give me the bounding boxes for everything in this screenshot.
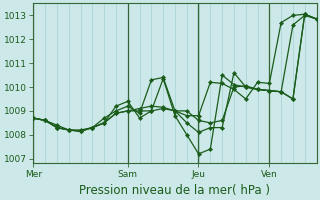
X-axis label: Pression niveau de la mer( hPa ): Pression niveau de la mer( hPa ) bbox=[79, 184, 270, 197]
